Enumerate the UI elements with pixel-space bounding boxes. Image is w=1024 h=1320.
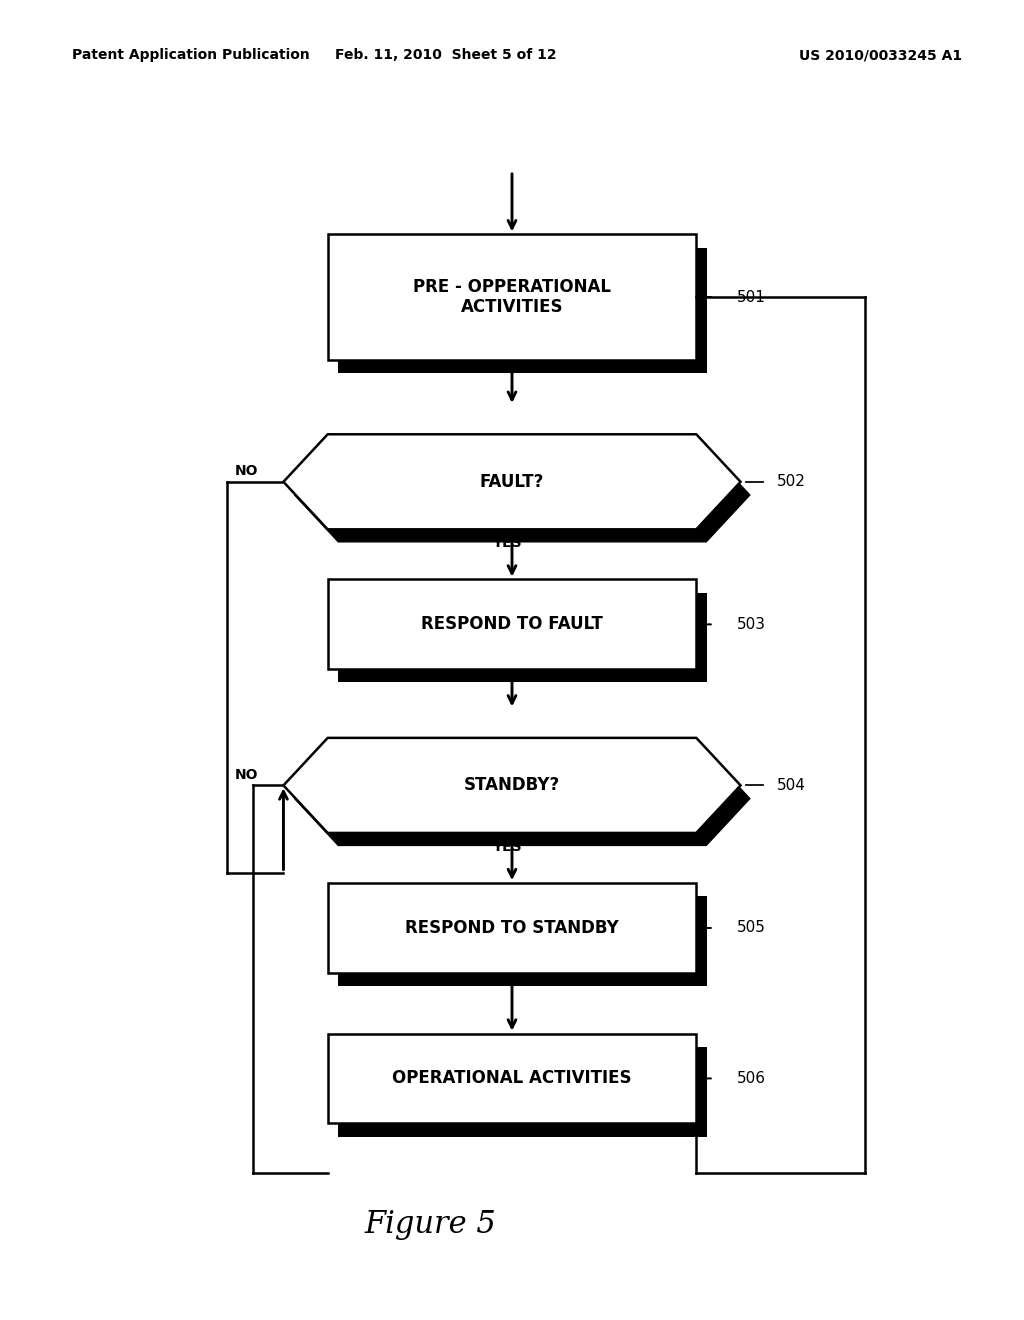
- Bar: [328, 235, 696, 359]
- Text: Patent Application Publication: Patent Application Publication: [72, 49, 309, 62]
- Polygon shape: [284, 738, 740, 833]
- Text: 504: 504: [776, 777, 805, 793]
- Text: FAULT?: FAULT?: [480, 473, 544, 491]
- Polygon shape: [294, 751, 751, 846]
- Text: 502: 502: [776, 474, 805, 490]
- Bar: [338, 593, 707, 682]
- Bar: [338, 1047, 707, 1137]
- Bar: [328, 883, 696, 973]
- Bar: [328, 579, 696, 669]
- Text: OPERATIONAL ACTIVITIES: OPERATIONAL ACTIVITIES: [392, 1069, 632, 1088]
- Bar: [338, 248, 707, 372]
- Polygon shape: [294, 447, 751, 543]
- Bar: [328, 1034, 696, 1123]
- Text: RESPOND TO STANDBY: RESPOND TO STANDBY: [406, 919, 618, 937]
- Text: 505: 505: [737, 920, 766, 936]
- Text: 503: 503: [737, 616, 766, 632]
- Polygon shape: [284, 434, 740, 529]
- Text: RESPOND TO FAULT: RESPOND TO FAULT: [421, 615, 603, 634]
- Text: 506: 506: [737, 1071, 766, 1086]
- Text: NO: NO: [234, 768, 258, 781]
- Text: Feb. 11, 2010  Sheet 5 of 12: Feb. 11, 2010 Sheet 5 of 12: [335, 49, 556, 62]
- Text: Figure 5: Figure 5: [365, 1209, 496, 1241]
- Text: YES: YES: [493, 536, 521, 550]
- Text: US 2010/0033245 A1: US 2010/0033245 A1: [799, 49, 962, 62]
- Text: 501: 501: [737, 289, 766, 305]
- Bar: [338, 896, 707, 986]
- Text: NO: NO: [234, 465, 258, 478]
- Text: PRE - OPPERATIONAL
ACTIVITIES: PRE - OPPERATIONAL ACTIVITIES: [413, 277, 611, 317]
- Text: YES: YES: [493, 840, 521, 854]
- Text: STANDBY?: STANDBY?: [464, 776, 560, 795]
